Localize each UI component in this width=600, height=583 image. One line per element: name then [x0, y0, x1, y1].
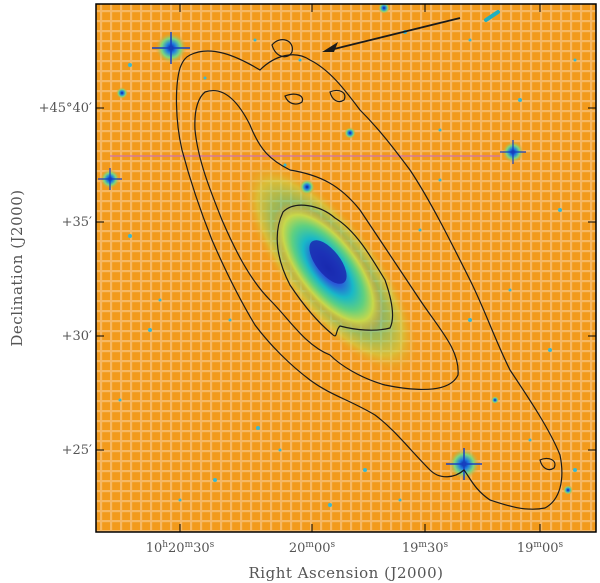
y-tick-label: +30′ [62, 329, 92, 344]
x-axis-title: Right Ascension (J2000) [249, 564, 444, 582]
annotation-arrow [322, 17, 461, 52]
y-tick-label: +25′ [62, 443, 92, 458]
x-tick-label: 10h20m30s [146, 540, 215, 556]
intensity-contours [175, 39, 563, 510]
bright-star [116, 4, 573, 495]
contour-inner [276, 204, 394, 337]
image-panel [96, 4, 596, 532]
y-tick-label: +45°40′ [39, 101, 92, 116]
galaxy-core [309, 240, 347, 284]
bright-star [446, 448, 482, 480]
bright-star [500, 140, 526, 164]
x-tick-label: 19m00s [517, 540, 564, 556]
tick-marks [96, 4, 596, 532]
y-axis-title: Declination (J2000) [8, 189, 26, 346]
bright-star [152, 32, 190, 64]
bright-star [98, 168, 122, 190]
contour-knot [539, 457, 556, 471]
contour-knot [329, 89, 346, 103]
contour-knot [284, 93, 304, 105]
x-tick-label: 19m30s [402, 540, 449, 556]
x-tick-label: 20m00s [289, 540, 336, 556]
elongated-object [484, 10, 500, 22]
y-tick-label: +35′ [62, 215, 92, 230]
contour-mid [194, 90, 459, 390]
image-frame [95, 3, 597, 533]
contour-outer [175, 50, 563, 510]
contour-knot [271, 39, 293, 58]
